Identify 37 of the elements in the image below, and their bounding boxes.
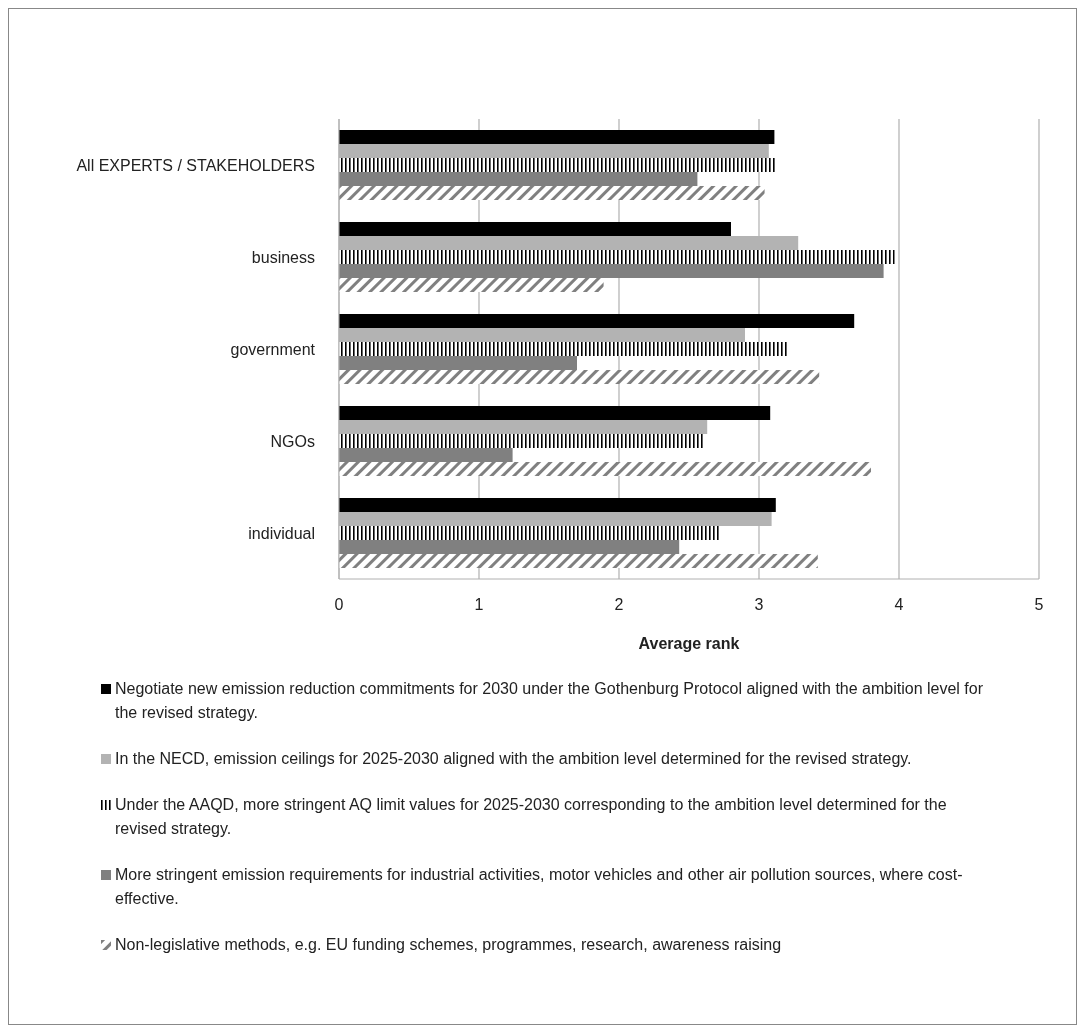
y-tick-label: government [230,340,316,358]
legend-label: Negotiate new emission reduction commitments for 2030 under the Gothenburg Protocol aligned with the ambition level for the revised strategy. [115,679,985,723]
legend-label: Non-legislative methods, e.g. EU funding schemes, programmes, research, awareness raising [115,935,782,955]
bar [339,462,871,477]
bar [339,498,776,513]
x-axis-title: Average rank [638,635,740,652]
x-tick-label: 5 [1034,596,1044,614]
x-tick-label: 2 [614,596,624,614]
x-tick-label: 3 [754,596,764,614]
bar [339,526,720,541]
bar [339,314,855,329]
bar [339,172,698,187]
x-tick-label: 4 [894,596,904,614]
bar [339,250,895,265]
y-tick-label: individual [248,524,315,542]
bar [339,540,680,555]
bar [339,222,731,237]
bar [339,448,513,463]
y-tick-label: business [251,248,315,266]
bar [339,434,703,449]
y-tick-label: All EXPERTS / STAKEHOLDERS [76,156,315,174]
legend-label: In the NECD, emission ceilings for 2025-2030 aligned with the ambition level determined for the revised strategy. [115,749,912,769]
bar [339,278,604,293]
x-tick-label: 0 [334,596,344,614]
bar [339,356,577,371]
legend-label: More stringent emission requirements for industrial activities, motor vehicles and other air pollution sources, where cost-effective. [115,865,964,909]
x-tick-label: 1 [474,596,484,614]
bar [339,130,775,145]
bar [339,186,765,201]
bar [339,264,884,279]
legend-label: Under the AAQD, more stringent AQ limit values for 2025-2030 corresponding to the ambition level determined for the revised strategy. [115,795,948,839]
bar [339,342,789,357]
y-tick-label: NGOs [270,432,315,450]
bar [339,370,820,385]
bar [339,406,771,421]
bar [339,554,818,569]
bar [339,158,776,173]
